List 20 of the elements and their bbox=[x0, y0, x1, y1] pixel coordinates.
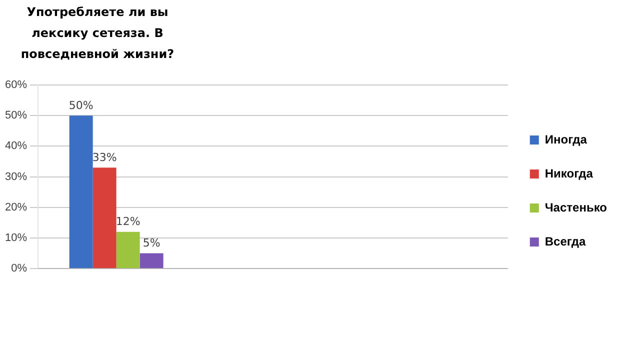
chart-title: Употребляете ли вы лексику сетеяза. В повседневной жизни? bbox=[20, 4, 176, 63]
data-label: 12% bbox=[116, 215, 140, 228]
legend-label: Частенько bbox=[544, 200, 608, 214]
data-label: 5% bbox=[142, 236, 160, 250]
y-tick-label: 50% bbox=[4, 110, 28, 122]
legend-label: Никогда bbox=[544, 166, 594, 180]
y-tick-label: 0% bbox=[11, 262, 28, 275]
y-tick-label: 20% bbox=[4, 201, 28, 214]
bar bbox=[92, 168, 116, 268]
y-tick-label: 30% bbox=[4, 170, 28, 183]
legend-label: Иногда bbox=[544, 132, 588, 146]
legend-label: Всегда bbox=[544, 234, 586, 248]
y-tick-label: 40% bbox=[4, 140, 28, 152]
data-label: 50% bbox=[68, 98, 94, 112]
bar bbox=[140, 253, 164, 268]
data-label: 33% bbox=[92, 150, 117, 164]
y-tick-label: 10% bbox=[4, 232, 28, 244]
y-tick-label: 60% bbox=[4, 79, 28, 92]
bar bbox=[116, 232, 140, 268]
bar bbox=[69, 116, 93, 268]
